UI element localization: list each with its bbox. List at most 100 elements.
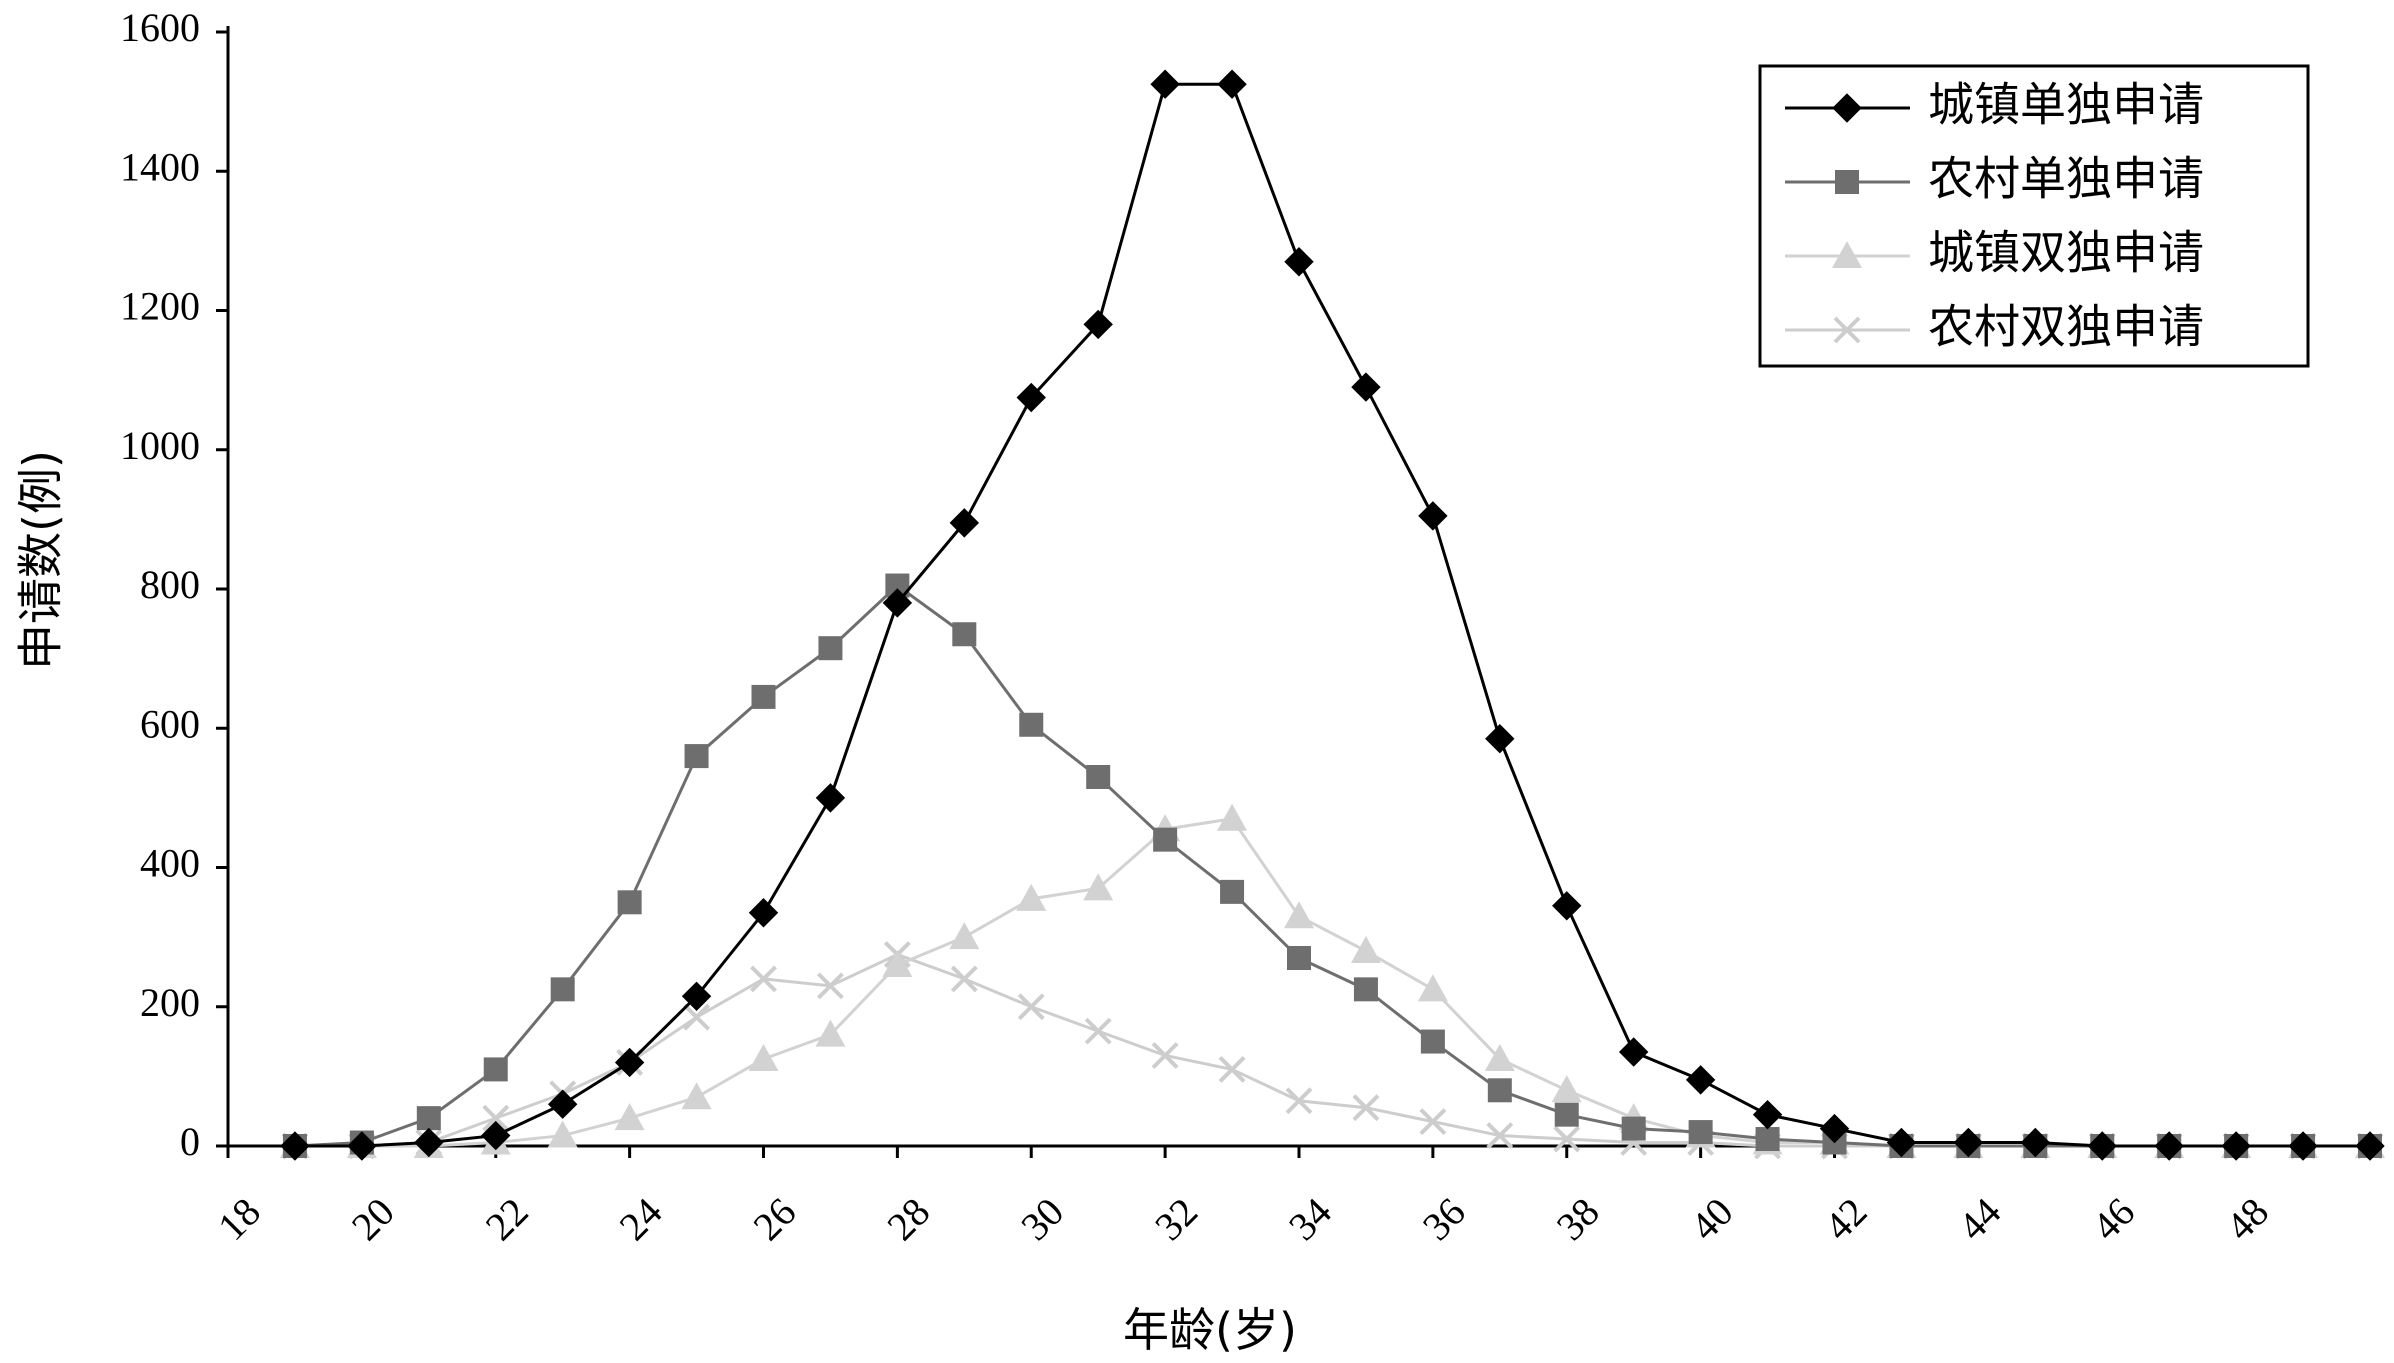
data-point <box>1417 974 1448 1002</box>
x-marker-stroke <box>1017 993 1045 1021</box>
data-point <box>1953 1127 1984 1158</box>
data-point <box>2288 1131 2318 1161</box>
x-marker-stroke <box>1419 1108 1447 1136</box>
data-point <box>547 1120 578 1148</box>
data-point <box>1153 827 1178 852</box>
data-point <box>1551 1075 1582 1103</box>
x-tick-label: 30 <box>1012 1189 1072 1249</box>
x-tick-label: 28 <box>878 1189 938 1249</box>
x-tick-label: 32 <box>1146 1189 1206 1249</box>
data-point <box>1352 1094 1380 1122</box>
legend-label: 城镇双独申请 <box>1928 226 2204 280</box>
data-point <box>1084 1017 1112 1045</box>
data-point <box>750 965 777 993</box>
data-point <box>1017 993 1045 1021</box>
data-point <box>1016 382 1046 413</box>
data-point <box>681 1082 712 1110</box>
x-marker-stroke <box>1084 1017 1112 1045</box>
data-point <box>882 949 913 977</box>
data-point <box>1217 69 1247 99</box>
x-tick-label: 18 <box>209 1189 269 1249</box>
data-point <box>2154 1131 2184 1161</box>
data-point <box>815 783 846 813</box>
data-point <box>1350 936 1381 964</box>
data-point <box>1284 247 1314 277</box>
data-point <box>2355 1131 2385 1161</box>
data-point <box>1621 1116 1646 1141</box>
data-point <box>949 922 980 950</box>
x-axis-title: 年龄(岁) <box>1123 1303 1297 1357</box>
data-point <box>617 890 642 915</box>
data-point <box>1218 1055 1246 1083</box>
data-point <box>952 622 977 647</box>
data-point <box>481 1120 511 1151</box>
legend-marker <box>1835 170 1859 194</box>
y-tick-label: 1200 <box>120 284 200 329</box>
data-point <box>1420 1029 1445 1054</box>
x-marker-stroke <box>1285 1087 1313 1115</box>
data-point <box>550 977 575 1002</box>
data-point <box>950 965 978 993</box>
data-point <box>1016 883 1047 911</box>
data-point <box>1217 803 1248 831</box>
data-point <box>882 588 913 618</box>
data-point <box>483 1057 508 1082</box>
x-marker-stroke <box>1833 316 1861 344</box>
x-marker-stroke <box>1151 1042 1179 1069</box>
legend-marker <box>1832 241 1862 268</box>
data-point <box>547 1089 578 1119</box>
series-layer <box>279 69 2385 1161</box>
y-axis-title: 申请数(例) <box>14 450 68 670</box>
x-tick-label: 26 <box>744 1189 804 1249</box>
data-point <box>416 1106 441 1131</box>
y-tick-label: 1600 <box>120 5 200 50</box>
x-tick-label: 36 <box>1414 1189 1474 1249</box>
y-tick-label: 400 <box>140 841 200 886</box>
data-point <box>1685 1065 1716 1095</box>
data-point <box>347 1131 377 1161</box>
x-tick-label: 24 <box>611 1189 671 1249</box>
legend-item-3: 城镇双独申请 <box>1785 226 2204 280</box>
data-point <box>748 1043 779 1071</box>
data-point <box>815 1019 846 1047</box>
x-tick-label: 48 <box>2217 1189 2277 1249</box>
legend-item-2: 农村单独申请 <box>1785 152 2204 206</box>
x-marker-stroke <box>1553 1125 1581 1153</box>
data-point <box>1487 1078 1512 1103</box>
series-line <box>294 583 2370 1148</box>
data-point <box>1285 1087 1313 1115</box>
x-tick-label: 22 <box>477 1189 537 1249</box>
data-point <box>817 972 844 1000</box>
data-point <box>280 1131 310 1161</box>
y-tick-label: 200 <box>140 980 200 1025</box>
data-point <box>818 636 843 661</box>
y-tick-label: 600 <box>140 701 200 746</box>
data-point <box>1755 1127 1780 1152</box>
data-point <box>1284 901 1314 929</box>
x-marker-stroke <box>750 965 777 993</box>
data-point <box>1554 1102 1579 1127</box>
data-point <box>949 508 980 538</box>
x-marker-stroke <box>1352 1094 1380 1122</box>
data-point <box>681 981 712 1012</box>
data-point <box>1419 1108 1447 1136</box>
data-point <box>1418 501 1448 531</box>
x-marker-stroke <box>950 965 978 993</box>
series-line <box>294 817 2370 1148</box>
data-point <box>1819 1113 1850 1144</box>
data-point <box>2221 1131 2251 1161</box>
legend-label: 农村双独申请 <box>1928 300 2204 354</box>
data-point <box>1150 69 1180 99</box>
data-point <box>748 898 779 928</box>
data-point <box>683 1003 710 1031</box>
x-tick-label: 20 <box>343 1189 403 1249</box>
x-tick-label: 40 <box>1682 1189 1742 1249</box>
x-marker-stroke <box>683 1003 710 1031</box>
data-point <box>482 1104 510 1132</box>
data-point <box>1353 977 1378 1002</box>
x-tick-label: 38 <box>1548 1189 1608 1249</box>
data-point <box>1220 879 1245 904</box>
data-point <box>614 1047 645 1078</box>
